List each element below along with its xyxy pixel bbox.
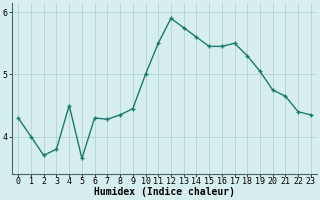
X-axis label: Humidex (Indice chaleur): Humidex (Indice chaleur) — [94, 187, 235, 197]
